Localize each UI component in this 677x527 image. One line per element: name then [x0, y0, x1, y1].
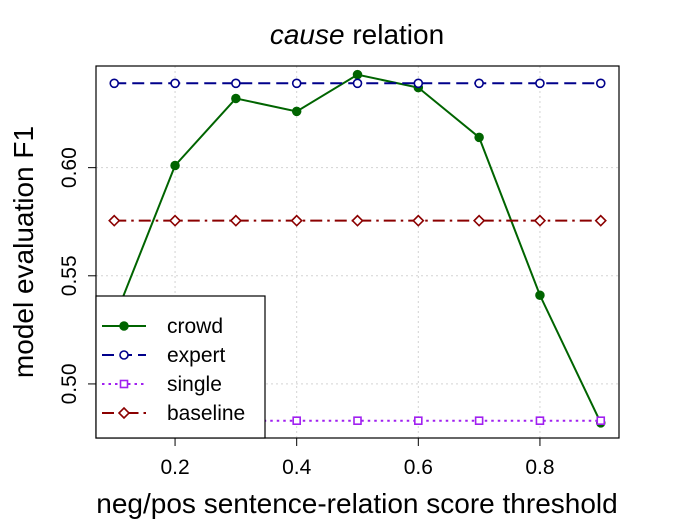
data-point-crowd [474, 132, 484, 143]
data-point-baseline [351, 214, 364, 227]
series-baseline [108, 214, 607, 227]
y-tick-label: 0.60 [58, 147, 81, 188]
legend-marker-crowd [119, 321, 129, 331]
data-point-expert [231, 78, 241, 89]
data-point-baseline [594, 214, 607, 227]
legend-item-single: single [102, 373, 222, 396]
data-point-crowd [352, 69, 363, 80]
series-layer [108, 69, 607, 428]
x-axis: 0.2 0.4 0.6 0.8 [160, 438, 555, 479]
data-point-expert [109, 78, 120, 89]
data-point-baseline [533, 214, 547, 227]
chart-title: cause relation [270, 19, 444, 50]
data-point-expert [291, 78, 302, 89]
data-point-baseline [472, 214, 486, 227]
data-point-baseline [168, 214, 182, 227]
data-point-single [292, 416, 301, 425]
y-axis-label: model evaluation F1 [8, 126, 39, 378]
data-point-baseline [290, 214, 303, 227]
data-point-single [596, 416, 606, 425]
legend-item-baseline: baseline [102, 402, 245, 425]
legend-label-expert: expert [167, 344, 226, 367]
data-point-single [414, 416, 423, 425]
chart-title-rest: relation [352, 19, 444, 50]
data-point-expert [595, 78, 606, 89]
legend-marker-single [119, 379, 129, 389]
data-point-baseline [108, 214, 121, 227]
legend-marker-baseline [117, 406, 131, 420]
legend-label-crowd: crowd [167, 315, 223, 338]
x-tick-label: 0.2 [160, 456, 189, 479]
legend-marker-expert [119, 350, 129, 360]
data-point-expert [535, 78, 545, 89]
legend: crowd expert single baseline [95, 295, 266, 439]
x-tick-label: 0.4 [282, 456, 312, 479]
x-tick-label: 0.6 [404, 456, 433, 479]
x-tick-label: 0.8 [525, 456, 554, 479]
legend-label-baseline: baseline [167, 402, 245, 425]
data-point-expert [170, 78, 180, 89]
chart-title-space [345, 19, 353, 50]
data-point-baseline [229, 214, 243, 227]
data-point-crowd [170, 160, 180, 171]
data-point-expert [474, 78, 484, 89]
data-point-crowd [535, 290, 545, 301]
data-point-expert [413, 78, 424, 89]
data-point-crowd [291, 106, 302, 117]
plot-frame [95, 65, 620, 439]
data-point-baseline [412, 214, 425, 227]
x-axis-label: neg/pos sentence-relation score threshol… [96, 488, 617, 519]
legend-item-crowd: crowd [102, 315, 223, 338]
y-tick-label: 0.55 [58, 255, 81, 296]
y-tick-label: 0.50 [58, 363, 81, 404]
data-point-single [474, 416, 484, 425]
chart-title-italic: cause [270, 19, 345, 50]
data-point-expert [352, 78, 363, 89]
series-expert [109, 78, 606, 89]
legend-item-expert: expert [102, 344, 226, 367]
data-point-crowd [231, 93, 241, 104]
data-point-single [353, 416, 362, 425]
y-axis: 0.50 0.55 0.60 [58, 147, 96, 404]
data-point-single [535, 416, 545, 425]
legend-label-single: single [167, 373, 222, 396]
